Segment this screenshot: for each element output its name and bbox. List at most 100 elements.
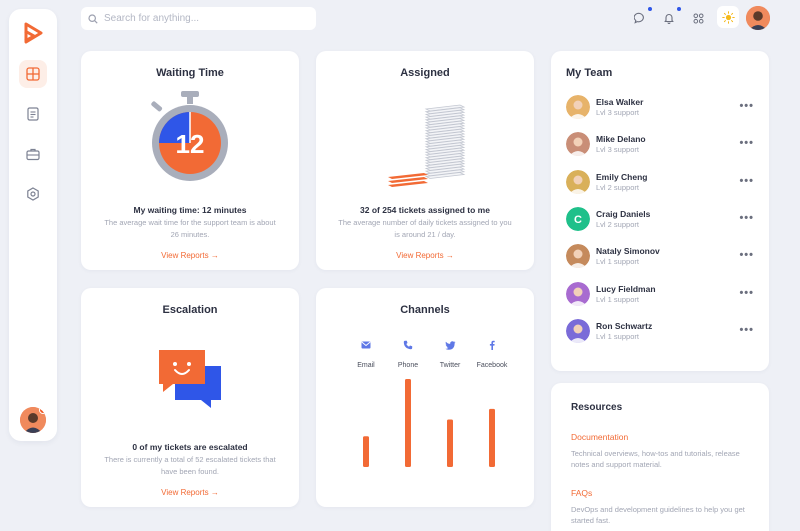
channel-label: Facebook	[476, 362, 508, 369]
channel-label: Twitter	[439, 362, 461, 369]
team-member-row[interactable]: Nataly Simonov Lvl 1 support •••	[566, 242, 754, 270]
my-team-card: My Team Elsa Walker Lvl 3 support ••• Mike …	[551, 51, 769, 371]
waiting-view-reports-link[interactable]: View Reports →	[161, 251, 219, 260]
notifications-button[interactable]	[661, 7, 681, 26]
search-bar[interactable]	[81, 7, 316, 30]
member-avatar	[566, 95, 590, 119]
assigned-view-reports-link[interactable]: View Reports →	[396, 251, 454, 260]
apps-grid-icon	[693, 13, 703, 23]
waiting-time-description-line1: The average wait time for the support te…	[104, 218, 276, 227]
assigned-view-reports-label: View Reports	[396, 251, 444, 260]
nav-dashboard[interactable]	[19, 60, 47, 88]
member-name: Ron Schwartz	[596, 320, 653, 331]
member-name: Mike Delano	[596, 134, 646, 145]
member-role: Lvl 1 support	[596, 294, 639, 304]
nav-briefcase[interactable]	[19, 140, 47, 168]
faqs-description: DevOps and development guidelines to hel…	[571, 505, 745, 525]
member-name: Nataly Simonov	[596, 246, 660, 257]
messages-notification-dot	[648, 7, 652, 11]
sun-icon	[721, 10, 735, 24]
sidebar-user-avatar[interactable]	[20, 407, 46, 433]
member-name: Elsa Walker	[596, 97, 644, 107]
facebook-icon	[489, 340, 495, 350]
channel-bar	[405, 379, 411, 467]
more-options-icon[interactable]: •••	[739, 174, 754, 187]
channel-twitter[interactable]: Twitter	[425, 338, 475, 369]
documentation-link[interactable]: Documentation	[571, 432, 629, 442]
more-options-icon[interactable]: •••	[739, 100, 754, 112]
escalation-view-reports-link[interactable]: View Reports →	[161, 488, 219, 497]
mail-icon	[361, 341, 371, 349]
resources-title: Resources	[571, 402, 623, 413]
member-avatar	[566, 281, 590, 306]
paper-stack-illustration	[388, 104, 466, 187]
member-name: Craig Daniels	[596, 208, 651, 219]
document-icon	[27, 107, 39, 121]
member-role: Lvl 2 support	[596, 182, 639, 192]
channels-title: Channels	[400, 304, 450, 316]
escalation-headline: 0 of my tickets are escalated	[132, 442, 248, 452]
escalation-title: Escalation	[162, 304, 218, 316]
arrow-right-icon: →	[210, 251, 219, 260]
channel-email[interactable]: Email	[341, 338, 391, 369]
escalation-description-line2: have been found.	[161, 467, 219, 476]
svg-text:C: C	[574, 214, 582, 226]
escalation-card: Escalation 0 of my tickets are escalated…	[81, 288, 299, 507]
member-name: Lucy Fieldman	[596, 283, 656, 294]
arrow-right-icon: →	[210, 488, 219, 497]
faqs-link[interactable]: FAQs	[571, 488, 593, 498]
messages-button[interactable]	[632, 7, 652, 26]
theme-toggle-button[interactable]	[717, 6, 739, 28]
member-role: Lvl 3 support	[596, 108, 639, 117]
assigned-title: Assigned	[400, 67, 450, 79]
assigned-description-line2: is around 21 / day.	[394, 230, 456, 239]
member-avatar	[566, 318, 590, 343]
hexagon-settings-icon	[27, 187, 39, 201]
channels-card: Channels	[316, 288, 534, 507]
my-team-title: My Team	[566, 67, 613, 79]
search-icon	[88, 13, 98, 24]
stopwatch-illustration: 12	[151, 91, 228, 181]
apps-button[interactable]	[690, 10, 706, 26]
member-role: Lvl 1 support	[596, 257, 639, 267]
escalation-view-reports-label: View Reports	[161, 488, 209, 497]
user-avatar[interactable]	[746, 6, 770, 30]
waiting-view-reports-label: View Reports	[161, 251, 209, 260]
more-options-icon[interactable]: •••	[739, 323, 754, 336]
search-input[interactable]	[104, 13, 304, 24]
notifications-dot	[677, 7, 681, 11]
member-role: Lvl 1 support	[596, 331, 639, 341]
channel-phone[interactable]: Phone	[383, 338, 433, 369]
channel-bar	[447, 419, 453, 467]
nav-settings[interactable]	[19, 180, 47, 208]
more-options-icon[interactable]: •••	[739, 286, 754, 299]
more-options-icon[interactable]: •••	[739, 137, 754, 150]
assigned-headline: 32 of 254 tickets assigned to me	[360, 205, 490, 215]
team-member-row[interactable]: Lucy Fieldman Lvl 1 support •••	[566, 280, 754, 308]
member-avatar	[566, 132, 590, 157]
waiting-time-title: Waiting Time	[156, 67, 224, 79]
assigned-card: Assigned 32 of 254 tickets assigned to m…	[316, 51, 534, 270]
more-options-icon[interactable]: •••	[739, 249, 754, 262]
member-avatar	[566, 244, 590, 269]
team-member-row[interactable]: C Craig Daniels Lvl 2 support •••	[566, 205, 754, 233]
phone-icon	[403, 340, 413, 350]
channel-bar	[363, 436, 369, 467]
member-avatar: C	[566, 206, 590, 231]
member-name: Emily Cheng	[596, 171, 648, 182]
chat-bubbles-illustration	[159, 350, 221, 408]
team-member-row[interactable]: Mike Delano Lvl 3 support •••	[566, 130, 754, 158]
team-member-row[interactable]: Ron Schwartz Lvl 1 support •••	[566, 317, 754, 345]
team-member-row[interactable]: Elsa Walker Lvl 3 support •••	[566, 93, 754, 121]
nav-tickets[interactable]	[19, 100, 47, 128]
waiting-time-card: Waiting Time 12 My waiting time: 12 minu…	[81, 51, 299, 270]
channel-facebook[interactable]: Facebook	[467, 338, 517, 369]
team-member-row[interactable]: Emily Cheng Lvl 2 support •••	[566, 168, 754, 196]
waiting-time-headline: My waiting time: 12 minutes	[133, 205, 247, 215]
bell-icon	[664, 14, 674, 24]
more-options-icon[interactable]: •••	[739, 211, 754, 224]
app-logo[interactable]	[21, 21, 45, 45]
channels-bar-chart	[363, 379, 495, 467]
grid-icon	[26, 67, 40, 81]
channel-bar	[489, 408, 495, 467]
